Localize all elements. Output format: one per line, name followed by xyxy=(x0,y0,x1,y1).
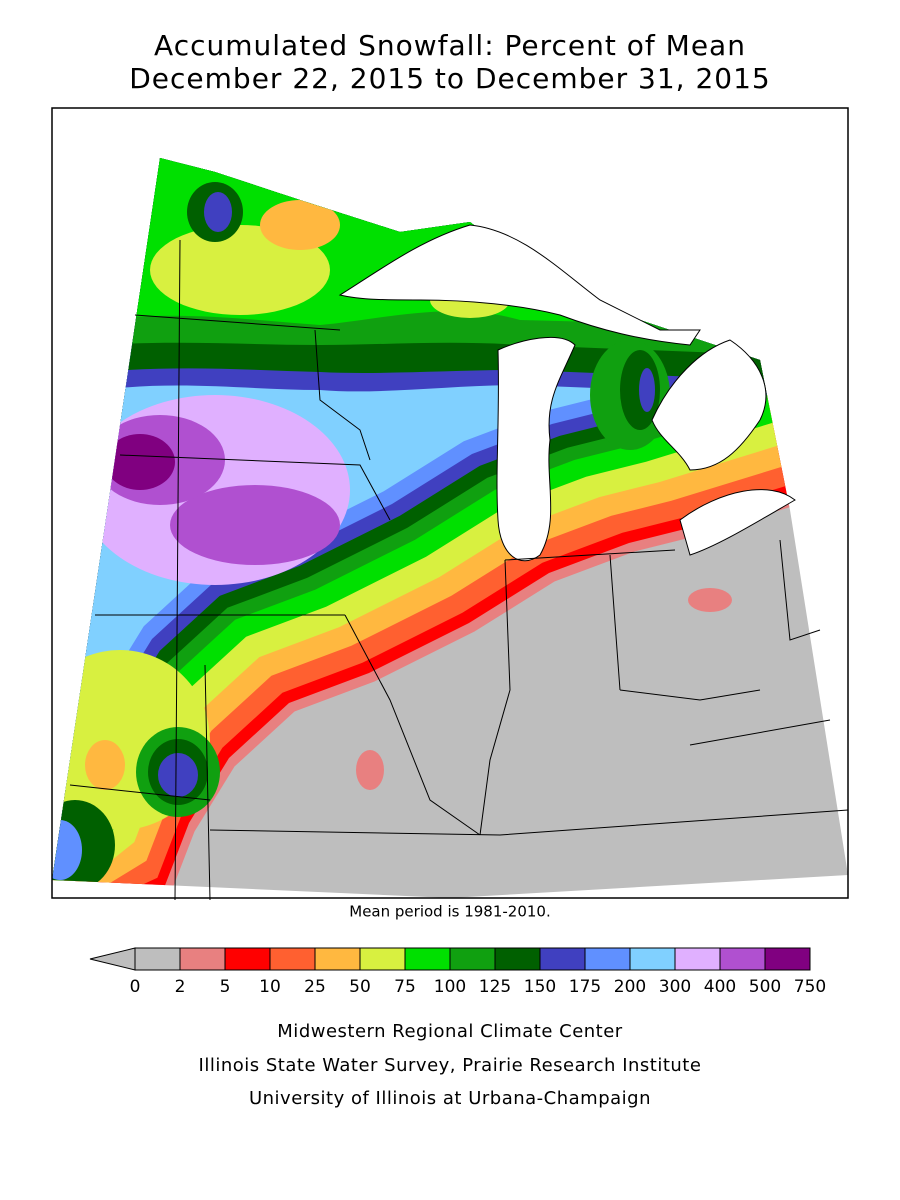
legend-label: 0 xyxy=(130,977,141,997)
snow-patch xyxy=(260,200,340,250)
legend-label: 5 xyxy=(220,977,231,997)
legend-swatch xyxy=(134,947,181,971)
legend-swatch xyxy=(269,947,316,971)
legend-swatch xyxy=(179,947,226,971)
legend-label: 125 xyxy=(479,977,511,997)
snow-patch xyxy=(158,753,198,797)
legend-label: 10 xyxy=(259,977,281,997)
legend-swatch xyxy=(314,947,361,971)
map-note: Mean period is 1981-2010. xyxy=(349,903,550,921)
legend-label: 2 xyxy=(175,977,186,997)
footer-line: Midwestern Regional Climate Center xyxy=(277,1021,623,1042)
legend-swatch xyxy=(764,947,811,971)
snow-patch xyxy=(170,485,340,565)
snow-patch xyxy=(688,588,732,612)
snow-patch xyxy=(52,820,82,880)
legend-label: 175 xyxy=(569,977,601,997)
legend-label: 75 xyxy=(394,977,416,997)
legend-swatch xyxy=(719,947,766,971)
legend-label: 200 xyxy=(614,977,646,997)
state-borders xyxy=(69,239,849,901)
legend-label: 25 xyxy=(304,977,326,997)
legend-label: 150 xyxy=(524,977,556,997)
legend-swatch xyxy=(674,947,721,971)
legend-underflow xyxy=(89,947,136,971)
legend-label: 400 xyxy=(704,977,736,997)
legend: 0 2 5 10 25 50 75 100 125 150 175 200 300 400 500 750 xyxy=(89,947,826,997)
lakes xyxy=(338,224,796,562)
legend-swatch xyxy=(584,947,631,971)
snow-patch xyxy=(105,434,175,490)
legend-swatch xyxy=(629,947,676,971)
legend-label: 500 xyxy=(749,977,781,997)
map-fill xyxy=(52,158,848,898)
legend-swatch xyxy=(494,947,541,971)
legend-label: 100 xyxy=(434,977,466,997)
footer-line: University of Illinois at Urbana-Champai… xyxy=(249,1088,651,1109)
title: Accumulated Snowfall: Percent of Mean xyxy=(154,29,746,62)
legend-label: 300 xyxy=(659,977,691,997)
legend-swatch xyxy=(359,947,406,971)
legend-swatch xyxy=(449,947,496,971)
map-frame xyxy=(51,107,849,899)
footer-line: Illinois State Water Survey, Prairie Res… xyxy=(199,1055,702,1076)
snow-patch xyxy=(204,192,232,232)
legend-swatch xyxy=(539,947,586,971)
subtitle: December 22, 2015 to December 31, 2015 xyxy=(129,62,770,95)
legend-label: 750 xyxy=(794,977,826,997)
snow-patch xyxy=(356,750,384,790)
legend-label: 50 xyxy=(349,977,371,997)
legend-swatch xyxy=(404,947,451,971)
legend-swatch xyxy=(224,947,271,971)
snow-patch xyxy=(639,368,655,412)
snow-patch xyxy=(85,740,125,790)
